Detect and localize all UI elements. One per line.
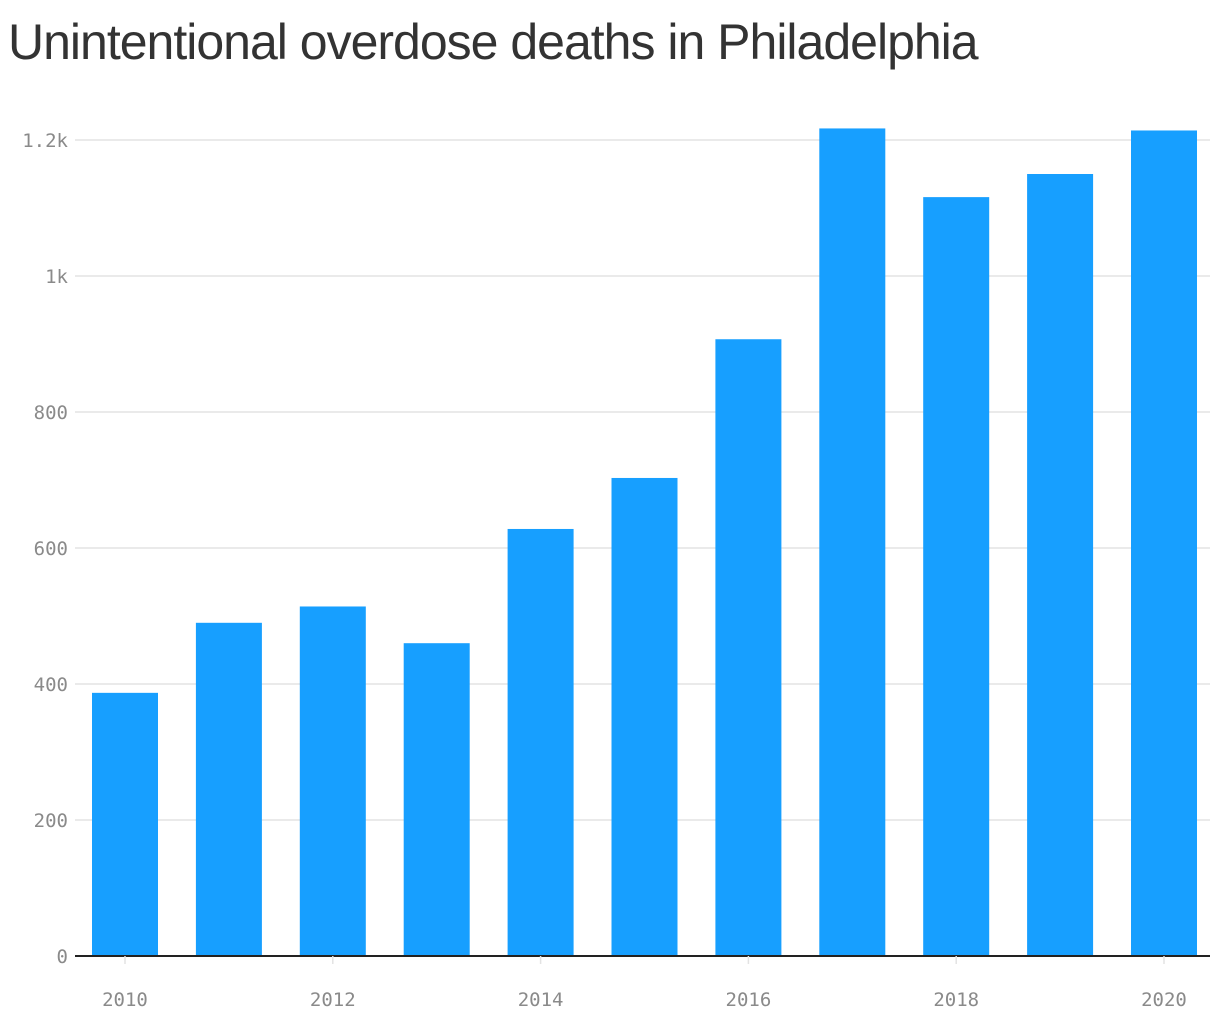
bar-2020 (1131, 130, 1197, 957)
y-tick-label: 1k (45, 266, 68, 288)
bar-2010 (92, 692, 158, 956)
x-tick-label: 2020 (1141, 989, 1187, 1011)
x-tick-label: 2016 (726, 989, 772, 1011)
bars (92, 128, 1197, 957)
x-tick-label: 2018 (933, 989, 979, 1011)
y-tick-label: 800 (34, 402, 68, 424)
bar-2011 (195, 622, 262, 956)
x-tick-label: 2012 (310, 989, 356, 1011)
y-tick-label: 0 (57, 946, 68, 968)
bar-2014 (507, 528, 574, 956)
x-axis-labels: 2010 2012 2014 2016 2018 2020 (102, 989, 1187, 1011)
bar-2019 (1027, 174, 1094, 956)
bar-2015 (611, 477, 678, 956)
x-tick-label: 2010 (102, 989, 148, 1011)
x-tick-label: 2014 (518, 989, 564, 1011)
y-tick-label: 1.2k (22, 130, 68, 152)
chart-title: Unintentional overdose deaths in Philade… (8, 14, 979, 70)
bar-2016 (715, 339, 782, 956)
y-tick-label: 400 (34, 674, 68, 696)
bar-2012 (299, 606, 366, 956)
y-axis-labels: 0 200 400 600 800 1k 1.2k (22, 130, 68, 968)
y-tick-label: 600 (34, 538, 68, 560)
bar-2017 (819, 128, 886, 956)
x-axis (75, 955, 1210, 964)
bar-2018 (923, 197, 990, 956)
y-tick-label: 200 (34, 810, 68, 832)
bar-2013 (403, 643, 470, 956)
